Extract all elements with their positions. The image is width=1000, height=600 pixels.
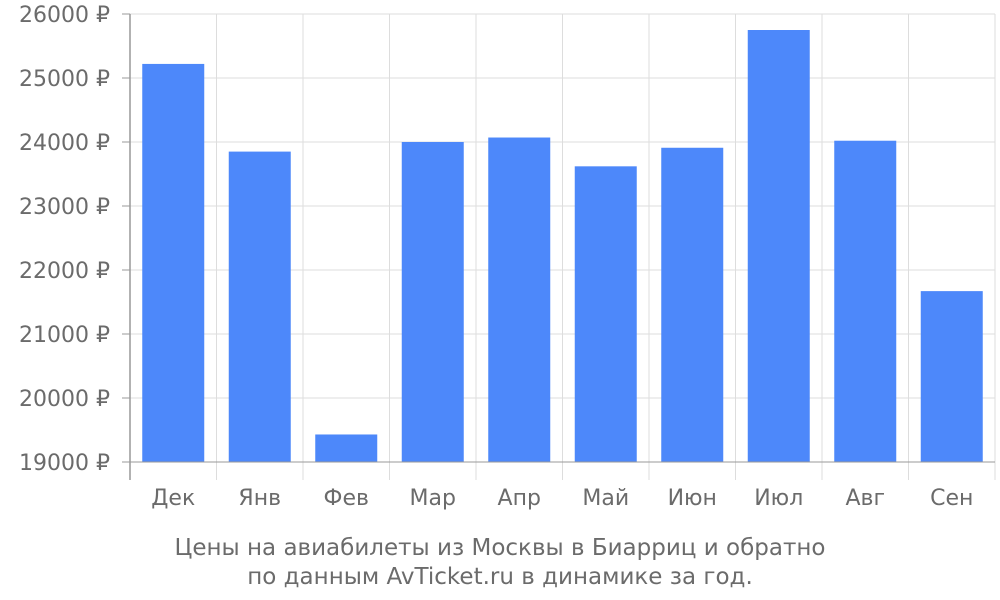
x-tick-label: Апр	[498, 486, 541, 511]
x-tick-label: Дек	[151, 486, 195, 511]
bar-3	[315, 434, 378, 462]
x-tick-label: Фев	[324, 486, 369, 511]
chart-caption-line-1: Цены на авиабилеты из Москвы в Биарриц и…	[174, 535, 826, 561]
grid	[130, 13, 996, 480]
y-tick-label: 22000 ₽	[19, 259, 110, 284]
chart-caption-line-2: по данным AvTicket.ru в динамике за год.	[247, 564, 753, 590]
x-tick-label: Сен	[930, 486, 973, 511]
bar-2	[228, 151, 291, 462]
bar-1	[142, 63, 205, 463]
bar-6	[574, 166, 637, 462]
bars	[142, 30, 983, 463]
bar-10	[920, 291, 983, 462]
y-tick-label: 21000 ₽	[19, 323, 110, 348]
bar-9	[834, 140, 897, 462]
bar-4	[401, 142, 464, 462]
x-tick-label: Июн	[668, 486, 717, 511]
x-tick-label: Мар	[410, 486, 456, 511]
axes	[122, 13, 995, 480]
x-tick-label: Янв	[238, 486, 281, 511]
y-tick-label: 20000 ₽	[19, 387, 110, 412]
y-tick-label: 24000 ₽	[19, 131, 110, 156]
y-tick-label: 23000 ₽	[19, 195, 110, 220]
x-tick-labels: Дек Янв Фев Мар Апр Май Июн Июл Авг Сен	[151, 486, 973, 511]
y-tick-label: 26000 ₽	[19, 3, 110, 28]
bar-7	[661, 147, 724, 462]
bar-5	[488, 137, 551, 462]
y-tick-label: 19000 ₽	[19, 451, 110, 476]
y-tick-labels: 19000 ₽ 20000 ₽ 21000 ₽ 22000 ₽ 23000 ₽ 24000…	[19, 3, 110, 476]
x-tick-label: Авг	[845, 486, 885, 511]
bar-8	[747, 30, 810, 462]
y-tick-label: 25000 ₽	[19, 67, 110, 92]
x-tick-label: Июл	[754, 486, 803, 511]
x-tick-label: Май	[582, 486, 629, 511]
